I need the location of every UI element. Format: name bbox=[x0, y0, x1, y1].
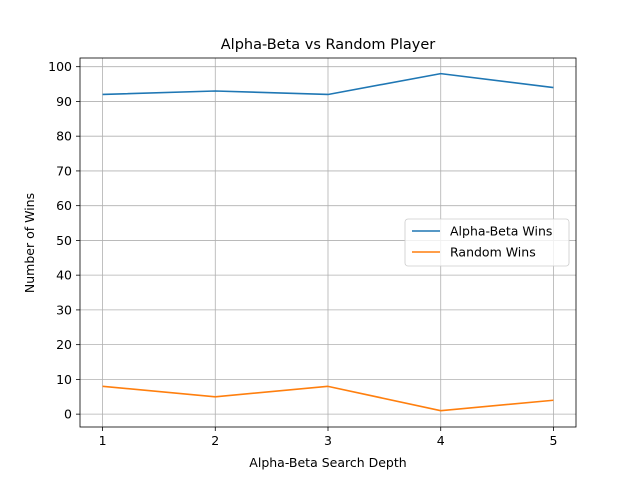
legend-label-0: Alpha-Beta Wins bbox=[450, 224, 552, 239]
y-tick-label: 50 bbox=[56, 233, 72, 248]
y-axis-label: Number of Wins bbox=[22, 193, 37, 293]
x-tick-label: 4 bbox=[437, 433, 445, 448]
y-tick-label: 20 bbox=[56, 337, 72, 352]
y-tick-label: 80 bbox=[56, 129, 72, 144]
series-lines bbox=[102, 72, 554, 412]
y-tick-label: 90 bbox=[56, 94, 72, 109]
y-tick-label: 0 bbox=[64, 407, 72, 422]
x-axis-label: Alpha-Beta Search Depth bbox=[249, 455, 406, 470]
x-tick-label: 2 bbox=[211, 433, 219, 448]
x-tick-label: 5 bbox=[549, 433, 557, 448]
y-tick-label: 30 bbox=[56, 302, 72, 317]
y-tick-label: 70 bbox=[56, 163, 72, 178]
x-tick-label: 1 bbox=[99, 433, 107, 448]
legend-box bbox=[404, 218, 570, 267]
legend-label-1: Random Wins bbox=[450, 245, 536, 260]
y-tick-label: 10 bbox=[56, 372, 72, 387]
legend: Alpha-Beta Wins Random Wins bbox=[404, 218, 570, 267]
chart-title: Alpha-Beta vs Random Player bbox=[221, 37, 436, 53]
x-tick-label: 3 bbox=[324, 433, 332, 448]
y-tick-label: 100 bbox=[48, 59, 72, 74]
y-tick-label: 60 bbox=[56, 198, 72, 213]
y-tick-label: 40 bbox=[56, 268, 72, 283]
